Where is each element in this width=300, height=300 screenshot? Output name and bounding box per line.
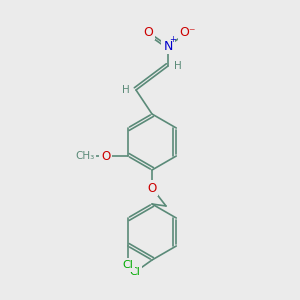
Text: N: N bbox=[163, 40, 173, 52]
Text: O: O bbox=[143, 26, 153, 38]
Text: CH₃: CH₃ bbox=[75, 151, 94, 161]
Text: +: + bbox=[169, 35, 176, 44]
Text: O: O bbox=[147, 182, 157, 194]
Text: O: O bbox=[101, 149, 110, 163]
Text: O⁻: O⁻ bbox=[180, 26, 196, 38]
Text: Cl: Cl bbox=[122, 260, 133, 270]
Text: H: H bbox=[174, 61, 182, 71]
Text: Cl: Cl bbox=[130, 267, 140, 277]
Text: H: H bbox=[122, 85, 130, 95]
